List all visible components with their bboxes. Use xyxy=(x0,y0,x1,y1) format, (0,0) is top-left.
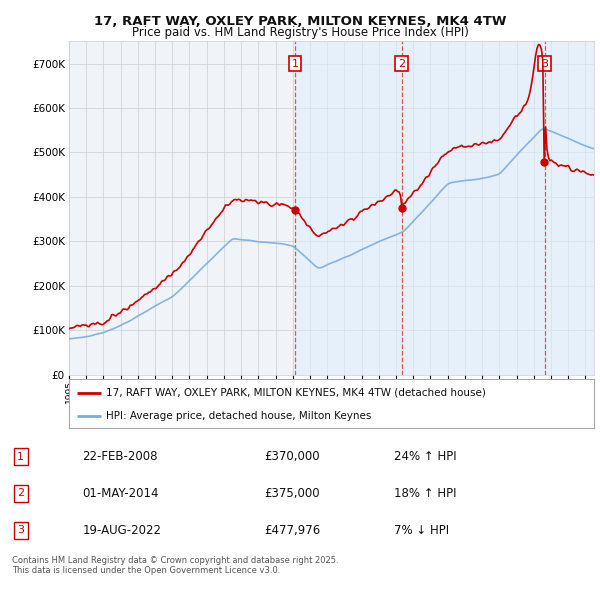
Text: 22-FEB-2008: 22-FEB-2008 xyxy=(82,450,158,463)
Text: 17, RAFT WAY, OXLEY PARK, MILTON KEYNES, MK4 4TW (detached house): 17, RAFT WAY, OXLEY PARK, MILTON KEYNES,… xyxy=(106,388,485,398)
Text: 3: 3 xyxy=(541,58,548,68)
Text: £370,000: £370,000 xyxy=(265,450,320,463)
Text: £375,000: £375,000 xyxy=(265,487,320,500)
Text: 7% ↓ HPI: 7% ↓ HPI xyxy=(394,524,449,537)
Text: 19-AUG-2022: 19-AUG-2022 xyxy=(82,524,161,537)
Text: HPI: Average price, detached house, Milton Keynes: HPI: Average price, detached house, Milt… xyxy=(106,411,371,421)
Text: 1: 1 xyxy=(292,58,298,68)
Text: 2: 2 xyxy=(17,489,24,499)
Text: 17, RAFT WAY, OXLEY PARK, MILTON KEYNES, MK4 4TW: 17, RAFT WAY, OXLEY PARK, MILTON KEYNES,… xyxy=(94,15,506,28)
Text: £477,976: £477,976 xyxy=(265,524,321,537)
Bar xyxy=(545,41,594,375)
Text: Price paid vs. HM Land Registry's House Price Index (HPI): Price paid vs. HM Land Registry's House … xyxy=(131,26,469,39)
Text: 24% ↑ HPI: 24% ↑ HPI xyxy=(394,450,457,463)
Text: Contains HM Land Registry data © Crown copyright and database right 2025.
This d: Contains HM Land Registry data © Crown c… xyxy=(12,556,338,575)
Text: 2: 2 xyxy=(398,58,405,68)
Text: 3: 3 xyxy=(17,525,24,535)
Bar xyxy=(295,41,402,375)
Bar xyxy=(402,41,545,375)
Text: 1: 1 xyxy=(17,452,24,461)
Text: 18% ↑ HPI: 18% ↑ HPI xyxy=(394,487,457,500)
Text: 01-MAY-2014: 01-MAY-2014 xyxy=(82,487,159,500)
